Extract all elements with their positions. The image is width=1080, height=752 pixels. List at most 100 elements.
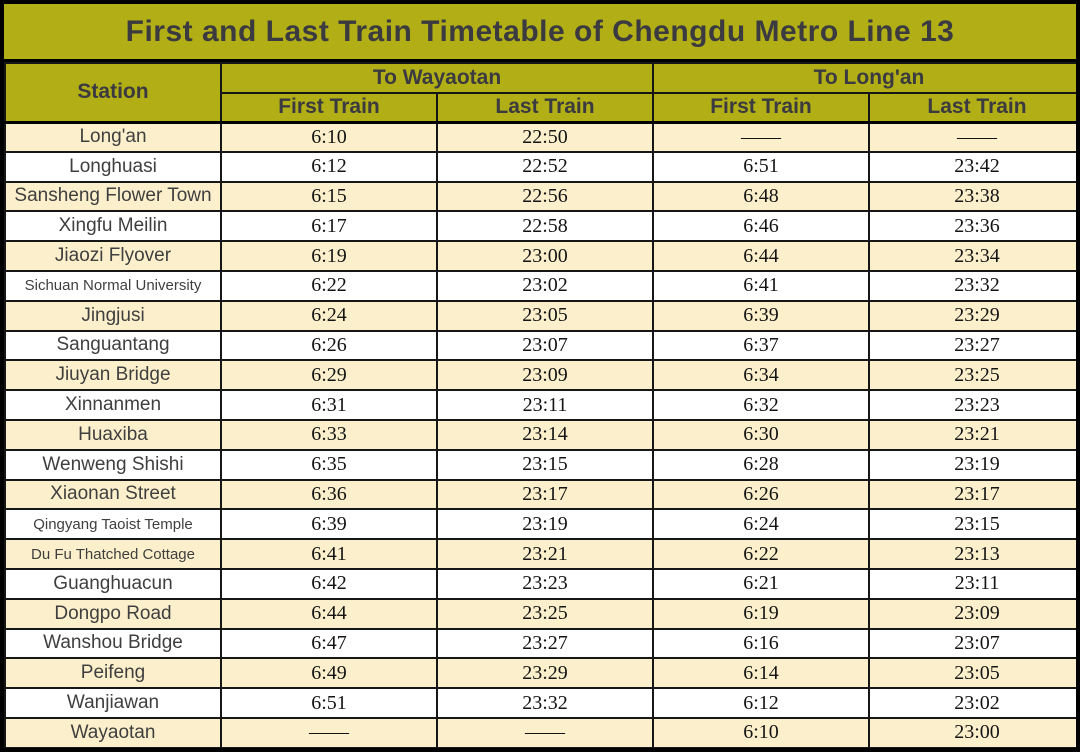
time-cell: 23:19 xyxy=(868,448,1076,481)
time-cell: 23:11 xyxy=(436,389,654,421)
table-row: Wayaotan —— —— 6:10 23:00 xyxy=(4,716,1076,748)
time-cell: 22:52 xyxy=(436,150,654,183)
time-cell: 23:25 xyxy=(436,597,654,630)
station-cell: Huaxiba xyxy=(4,418,222,451)
time-cell: 23:13 xyxy=(868,538,1076,570)
time-cell: 6:22 xyxy=(652,538,870,570)
time-cell: 6:24 xyxy=(652,508,870,541)
time-cell: 23:17 xyxy=(436,478,654,511)
time-cell: 6:31 xyxy=(220,389,438,421)
time-cell: 6:35 xyxy=(220,448,438,481)
table-row: Guanghuacun 6:42 23:23 6:21 23:11 xyxy=(4,567,1076,600)
station-cell: Guanghuacun xyxy=(4,567,222,600)
time-cell: 23:05 xyxy=(868,657,1076,690)
station-cell: Longhuasi xyxy=(4,150,222,183)
station-cell: Wanshou Bridge xyxy=(4,627,222,660)
time-cell: 6:36 xyxy=(220,478,438,511)
time-cell: 23:07 xyxy=(868,627,1076,660)
time-cell: 23:29 xyxy=(868,299,1076,332)
time-cell: 23:00 xyxy=(436,240,654,272)
time-cell: 23:23 xyxy=(868,389,1076,421)
table-row: Xinnanmen 6:31 23:11 6:32 23:23 xyxy=(4,389,1076,421)
table-row: Long'an 6:10 22:50 —— —— xyxy=(4,121,1076,153)
wayaotan-first-train-header: First Train xyxy=(220,92,438,123)
time-cell: —— xyxy=(868,121,1076,153)
time-cell: 23:00 xyxy=(868,716,1076,748)
time-cell: 23:07 xyxy=(436,329,654,362)
time-cell: 6:19 xyxy=(652,597,870,630)
time-cell: 6:46 xyxy=(652,210,870,243)
time-cell: 23:09 xyxy=(436,359,654,392)
header-sub-row: First Train Last Train First Train Last … xyxy=(5,92,1076,123)
time-cell: 6:28 xyxy=(652,448,870,481)
station-cell: Peifeng xyxy=(4,657,222,690)
station-cell: Wanjiawan xyxy=(4,687,222,719)
station-cell: Xinnanmen xyxy=(4,389,222,421)
table-row: Qingyang Taoist Temple 6:39 23:19 6:24 23:15 xyxy=(4,508,1076,541)
time-cell: 23:29 xyxy=(436,657,654,690)
time-cell: 6:29 xyxy=(220,359,438,392)
time-cell: 6:44 xyxy=(652,240,870,272)
time-cell: 22:50 xyxy=(436,121,654,153)
station-cell: Sanguantang xyxy=(4,329,222,362)
station-cell: Wayaotan xyxy=(4,716,222,748)
time-cell: 22:56 xyxy=(436,180,654,213)
wayaotan-last-train-header: Last Train xyxy=(436,92,654,123)
table-row: Dongpo Road 6:44 23:25 6:19 23:09 xyxy=(4,597,1076,630)
longan-first-train-header: First Train xyxy=(652,92,870,123)
time-cell: 6:30 xyxy=(652,418,870,451)
time-cell: 6:51 xyxy=(220,687,438,719)
time-cell: 6:51 xyxy=(652,150,870,183)
time-cell: 6:17 xyxy=(220,210,438,243)
time-cell: 23:38 xyxy=(868,180,1076,213)
timetable-table: Station To Wayaotan To Long'an First Tra… xyxy=(4,62,1076,748)
time-cell: 23:27 xyxy=(436,627,654,660)
group-header-to-longan: To Long'an xyxy=(652,62,1076,94)
time-cell: 6:33 xyxy=(220,418,438,451)
time-cell: 6:26 xyxy=(652,478,870,511)
station-cell: Wenweng Shishi xyxy=(4,448,222,481)
time-cell: —— xyxy=(652,121,870,153)
time-cell: 23:02 xyxy=(436,269,654,302)
station-cell: Jiuyan Bridge xyxy=(4,359,222,392)
table-row: Wanshou Bridge 6:47 23:27 6:16 23:07 xyxy=(4,627,1076,660)
time-cell: 6:19 xyxy=(220,240,438,272)
table-row: Sichuan Normal University 6:22 23:02 6:41 23… xyxy=(4,269,1076,302)
time-cell: 23:09 xyxy=(868,597,1076,630)
table-row: Peifeng 6:49 23:29 6:14 23:05 xyxy=(4,657,1076,690)
station-cell: Sansheng Flower Town xyxy=(4,180,222,213)
time-cell: 6:12 xyxy=(652,687,870,719)
time-cell: 6:26 xyxy=(220,329,438,362)
table-row: Sansheng Flower Town 6:15 22:56 6:48 23:38 xyxy=(4,180,1076,213)
longan-last-train-header: Last Train xyxy=(868,92,1076,123)
table-body: Long'an 6:10 22:50 —— —— Longhuasi 6:12 22:52 6:… xyxy=(4,121,1076,748)
header-group-row: Station To Wayaotan To Long'an xyxy=(4,62,1076,123)
time-cell: 23:36 xyxy=(868,210,1076,243)
time-cell: 23:42 xyxy=(868,150,1076,183)
time-cell: 23:21 xyxy=(436,538,654,570)
time-cell: 6:44 xyxy=(220,597,438,630)
table-row: Longhuasi 6:12 22:52 6:51 23:42 xyxy=(4,150,1076,183)
table-row: Xingfu Meilin 6:17 22:58 6:46 23:36 xyxy=(4,210,1076,243)
table-row: Sanguantang 6:26 23:07 6:37 23:27 xyxy=(4,329,1076,362)
station-column-header: Station xyxy=(4,62,222,123)
station-cell: Sichuan Normal University xyxy=(4,269,222,302)
table-row: Jiaozi Flyover 6:19 23:00 6:44 23:34 xyxy=(4,240,1076,272)
time-cell: 23:15 xyxy=(868,508,1076,541)
table-header: Station To Wayaotan To Long'an First Tra… xyxy=(4,62,1076,123)
time-cell: 6:41 xyxy=(220,538,438,570)
page-title: First and Last Train Timetable of Chengd… xyxy=(125,14,955,48)
time-cell: —— xyxy=(220,716,438,748)
time-cell: 6:34 xyxy=(652,359,870,392)
time-cell: 23:15 xyxy=(436,448,654,481)
table-row: Wanjiawan 6:51 23:32 6:12 23:02 xyxy=(4,687,1076,719)
time-cell: 23:05 xyxy=(436,299,654,332)
station-cell: Long'an xyxy=(4,121,222,153)
table-row: Huaxiba 6:33 23:14 6:30 23:21 xyxy=(4,418,1076,451)
time-cell: 6:42 xyxy=(220,567,438,600)
time-cell: 23:14 xyxy=(436,418,654,451)
time-cell: 6:12 xyxy=(220,150,438,183)
time-cell: —— xyxy=(436,716,654,748)
title-band: First and Last Train Timetable of Chengd… xyxy=(4,4,1076,62)
station-cell: Qingyang Taoist Temple xyxy=(4,508,222,541)
